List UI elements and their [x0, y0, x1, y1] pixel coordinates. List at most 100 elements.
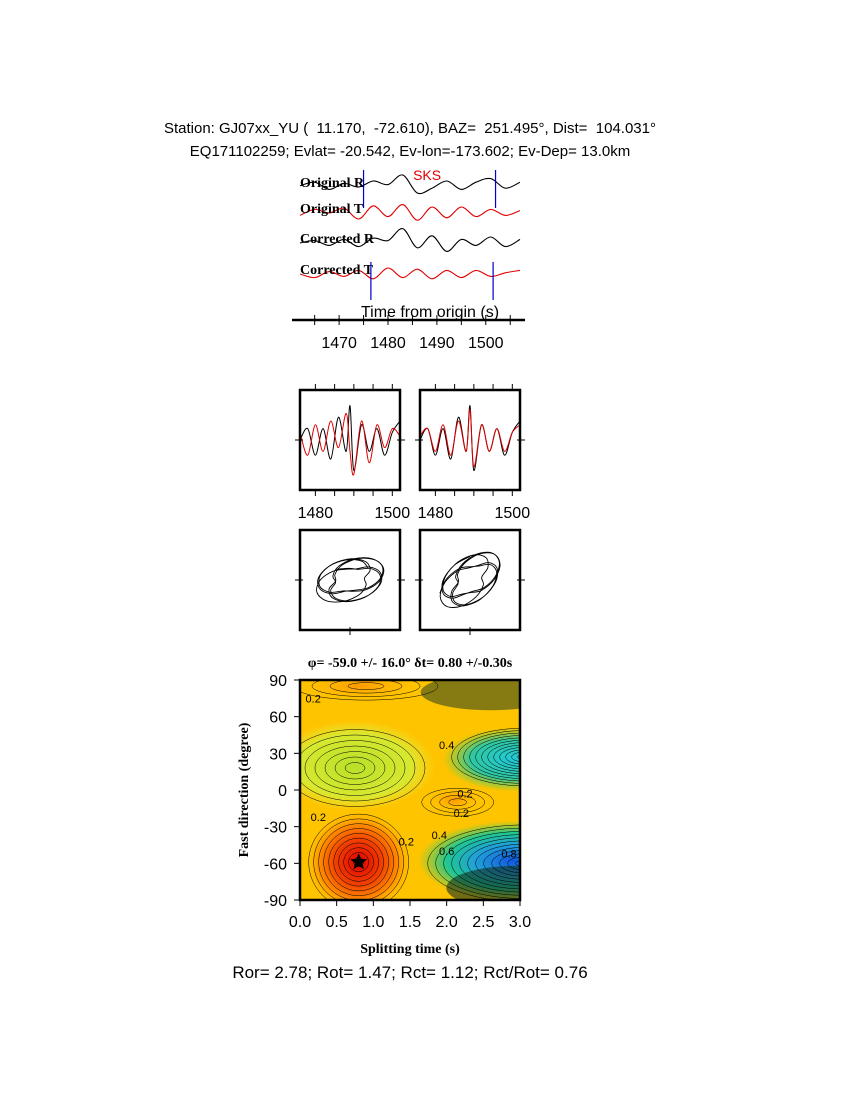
contour-line: [507, 856, 520, 870]
grid-xtick-label: 3.0: [509, 914, 531, 931]
contour-line: [443, 831, 520, 896]
contour-line: [328, 833, 389, 892]
trace-3: [299, 228, 521, 252]
contour-line: [300, 734, 416, 802]
fs-frame: [298, 388, 402, 492]
trace-label: Corrected T: [300, 263, 374, 278]
contour-line: [469, 735, 520, 779]
contour-line: [467, 840, 520, 886]
contour-line: [491, 850, 520, 877]
ratio-summary: Ror= 2.78; Rot= 1.47; Rct= 1.12; Rct/Rot…: [232, 963, 588, 982]
contour-line: [493, 744, 520, 770]
phase-label: SKS: [413, 167, 441, 183]
fast-slow-panels: 1480 1500 1480 1500: [295, 384, 530, 522]
contour-label: 0.6: [439, 846, 454, 858]
contour-line: [499, 853, 520, 874]
component-trace-1: [420, 405, 520, 471]
contour-line: [304, 740, 406, 796]
grid-ytick-label: -30: [264, 820, 287, 837]
contour-line: [347, 682, 385, 690]
contour-line: [463, 732, 520, 782]
trace-label: Corrected R: [300, 232, 375, 247]
grid-xtick-label: 1.5: [399, 914, 421, 931]
contour-label: 0.2: [306, 693, 321, 705]
fs-tick-label: 1500: [375, 505, 411, 522]
contour-line: [439, 794, 476, 810]
grid-xtick-label: 0.5: [326, 914, 348, 931]
contour-line: [483, 847, 520, 880]
particle-motion-trace: [316, 557, 385, 603]
contour-line: [334, 756, 376, 780]
contour-label: 0.4: [432, 830, 447, 842]
grid-region: [420, 680, 520, 711]
contour-line: [344, 762, 366, 774]
contour-line: [435, 827, 520, 899]
contour-line: [457, 730, 520, 784]
contour-line: [511, 752, 520, 762]
best-fit-star: [350, 853, 368, 870]
fs-frame: [418, 388, 522, 492]
contour-line: [308, 813, 409, 900]
wave-tick-label: 1470: [321, 335, 357, 352]
component-trace-2: [420, 409, 520, 468]
contour-line: [313, 818, 404, 900]
wave-xlabel: Time from origin (s): [361, 304, 499, 321]
grid-xlabel: Splitting time (s): [360, 942, 460, 957]
energy-grid-panel: 0.2 0.4 0.2 0.2 0.2 0.2 0.4 0.6 0.8 0.0 0.5 1.0 1.5 2…: [237, 656, 531, 957]
contour-line: [517, 754, 520, 760]
grid-ytick-label: 30: [269, 746, 287, 763]
grid-xtick-label: 0.0: [289, 914, 311, 931]
contour-line: [475, 737, 520, 777]
contour-line: [451, 834, 520, 893]
grid-ytick-label: 60: [269, 710, 287, 727]
contour-line: [333, 837, 384, 887]
contour-line: [459, 837, 520, 890]
grid-ytick-label: -60: [264, 856, 287, 873]
contour-label: 0.8: [501, 849, 516, 861]
wave-tick-label: 1480: [370, 335, 406, 352]
contour-line: [475, 843, 520, 883]
contour-line: [348, 852, 369, 872]
contour-line: [314, 745, 396, 791]
contour-label: 0.2: [457, 789, 472, 801]
grid-ylabel: Fast direction (degree): [237, 722, 252, 857]
grid-xtick-label: 2.5: [472, 914, 494, 931]
contour-line: [311, 680, 421, 697]
trace-1: [299, 174, 521, 195]
pm-frame: [418, 528, 522, 632]
grid-ytick-label: 90: [269, 673, 287, 690]
contour-line: [323, 828, 394, 896]
contour-label: 0.2: [399, 836, 414, 848]
grid-xtick-label: 1.0: [362, 914, 384, 931]
grid-region: [300, 680, 419, 701]
contour-line: [451, 727, 520, 787]
trace-label: Original R: [300, 176, 365, 191]
grid-xtick-label: 2.0: [436, 914, 458, 931]
fs-tick-label: 1480: [298, 505, 334, 522]
grid-ytick-label: -90: [264, 893, 287, 910]
contour-line: [338, 842, 379, 882]
contour-line: [427, 824, 520, 900]
fs-tick-label: 1500: [495, 505, 531, 522]
contour-label: 0.2: [454, 808, 469, 820]
contour-line: [487, 742, 520, 772]
contour-line: [481, 740, 520, 774]
contour-line: [300, 680, 439, 701]
contour-line: [329, 680, 403, 694]
contour-line: [448, 798, 467, 806]
particle-motion-trace: [439, 551, 501, 608]
grid-region: [442, 727, 520, 792]
trace-2: [299, 204, 521, 221]
wave-tick-label: 1490: [419, 335, 455, 352]
contour-label: 0.2: [311, 812, 326, 824]
event-header: EQ171102259; Evlat= -20.542, Ev-lon=-173…: [189, 143, 631, 160]
trace-label: Original T: [300, 202, 364, 217]
grid-ytick-label: 0: [278, 783, 287, 800]
contour-line: [515, 860, 520, 867]
contour-label: 0.4: [439, 740, 454, 752]
contour-line: [499, 747, 520, 767]
grid-region: [446, 865, 520, 900]
fs-tick-label: 1480: [418, 505, 454, 522]
grid-title: φ= -59.0 +/- 16.0° δt= 0.80 +/-0.30s: [308, 656, 513, 671]
